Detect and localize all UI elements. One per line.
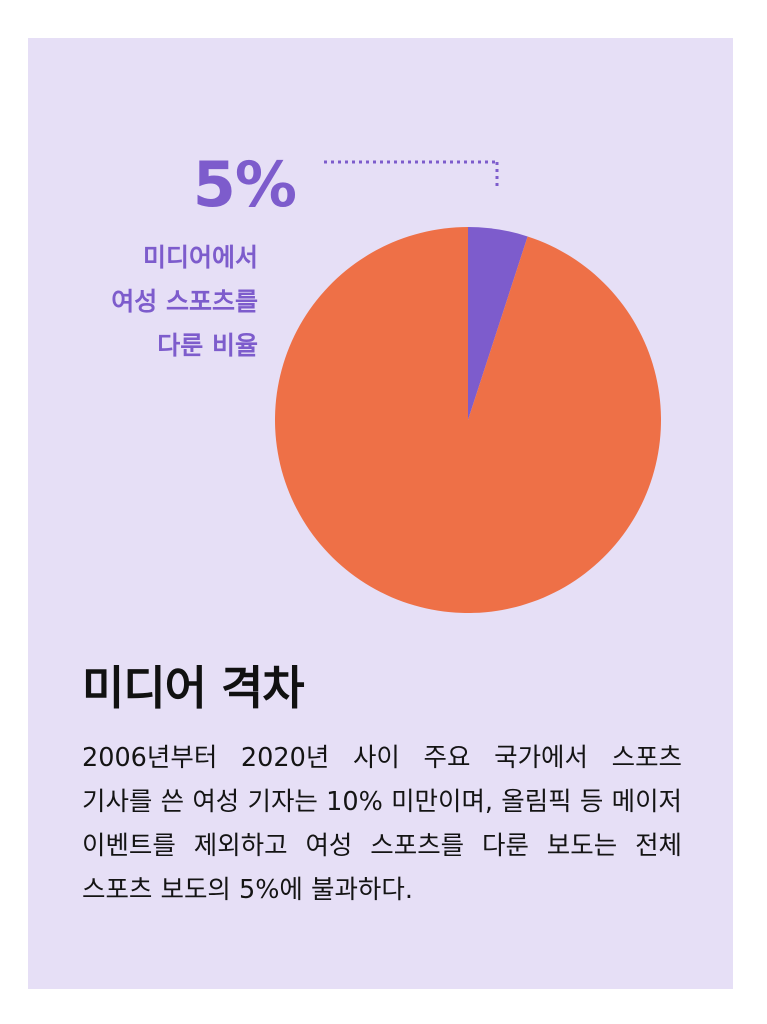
callout-caption: 미디어에서 여성 스포츠를 다룬 비율 <box>40 236 258 368</box>
pie-slice-0 <box>468 227 528 420</box>
callout-percentage: 5% <box>192 148 297 221</box>
pie-slice-1 <box>275 227 661 614</box>
callout-caption-line: 여성 스포츠를 <box>111 287 258 316</box>
pie-slices <box>275 227 661 614</box>
headline: 미디어 격차 <box>82 661 305 715</box>
body-text: 2006년부터 2020년 사이 주요 국가에서 스포츠 기사를 쓴 여성 기자… <box>82 743 682 905</box>
callout-leader-line <box>324 160 499 190</box>
callout-caption-line: 다룬 비율 <box>157 331 258 360</box>
callout-caption-line: 미디어에서 <box>142 243 258 272</box>
